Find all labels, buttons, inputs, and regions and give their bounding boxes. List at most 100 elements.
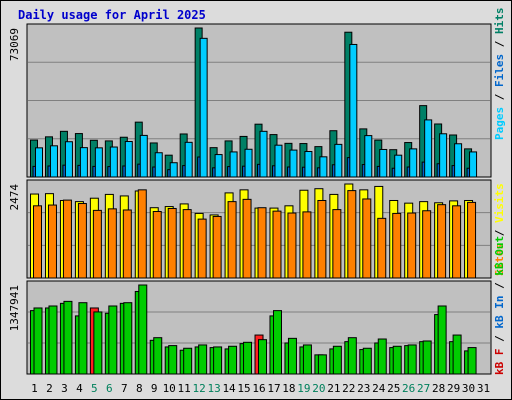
- pages-bar: [124, 141, 133, 178]
- day-label: 9: [151, 382, 158, 395]
- max-value-label: 1347941: [8, 285, 21, 331]
- legend-kb-out: kB Out: [493, 236, 506, 276]
- pages-bar: [259, 130, 268, 178]
- kb-out-bar: [228, 345, 238, 375]
- sites-bar: [392, 212, 402, 279]
- kb-out-bar: [467, 347, 477, 375]
- sites-bar: [467, 201, 477, 279]
- kb-out-bar: [347, 337, 357, 375]
- day-label: 29: [447, 382, 460, 395]
- kb-out-bar: [213, 346, 223, 375]
- sites-bar: [452, 205, 462, 279]
- sites-bar: [302, 211, 312, 279]
- sites-bar: [77, 203, 87, 279]
- kb-out-bar: [407, 344, 417, 375]
- day-label: 26: [402, 382, 415, 395]
- sites-bar: [33, 205, 42, 279]
- legend-hits-panel: Pages / Files / Hits: [493, 8, 506, 141]
- legend-visits-panel: Sites / Visits: [493, 183, 506, 276]
- sites-bar: [212, 215, 222, 279]
- legend-kb-in: kB In: [493, 296, 506, 329]
- kb-out-bar: [168, 345, 178, 375]
- kb-out-bar: [108, 305, 118, 375]
- kb-out-bar: [377, 338, 387, 375]
- kb-out-bar: [332, 345, 342, 375]
- day-label: 28: [432, 382, 445, 395]
- day-label: 4: [76, 382, 83, 395]
- kb-out-bar: [317, 354, 327, 375]
- legend-kbytes-panel: kB F / kB In / kB Out: [493, 236, 506, 375]
- pages-bar: [394, 154, 403, 178]
- sites-bar: [47, 204, 57, 279]
- sites-bar: [152, 211, 162, 279]
- day-label: 11: [178, 382, 191, 395]
- sites-bar: [257, 207, 267, 279]
- pages-bar: [244, 148, 253, 178]
- pages-bar: [304, 151, 313, 178]
- day-label: 30: [462, 382, 475, 395]
- legend-sites: Sites: [493, 243, 506, 276]
- sites-bar: [137, 189, 147, 279]
- pages-bar: [154, 152, 163, 178]
- day-label: 17: [267, 382, 280, 395]
- day-label: 7: [121, 382, 128, 395]
- sites-bar: [62, 199, 72, 279]
- day-label: 5: [91, 382, 98, 395]
- day-label: 24: [372, 382, 386, 395]
- pages-bar: [64, 141, 73, 178]
- chart-title: Daily usage for April 2025: [18, 8, 206, 22]
- day-label: 13: [207, 382, 220, 395]
- kb-out-bar: [392, 345, 402, 375]
- sites-bar: [92, 209, 102, 279]
- sites-bar: [107, 208, 117, 279]
- legend-pages: Pages: [493, 107, 506, 140]
- kb-out-bar: [302, 344, 312, 375]
- sites-bar: [407, 212, 417, 279]
- kb-out-bar: [63, 300, 73, 375]
- sites-bar: [122, 209, 132, 279]
- kb-out-bar: [123, 302, 133, 375]
- pages-bar: [229, 151, 238, 178]
- day-label: 1: [31, 382, 38, 395]
- pages-bar: [184, 141, 193, 178]
- kb-out-bar: [272, 310, 282, 375]
- pages-bar: [139, 134, 148, 178]
- kb-out-bar: [78, 302, 88, 375]
- pages-bar: [35, 147, 43, 178]
- pages-bar: [364, 135, 373, 178]
- pages-bar: [409, 148, 418, 178]
- sites-bar: [377, 217, 387, 279]
- sites-bar: [362, 198, 372, 279]
- pages-bar: [334, 143, 343, 178]
- pages-bar: [109, 146, 118, 178]
- day-label: 3: [61, 382, 68, 395]
- kb-out-bar: [287, 337, 297, 375]
- day-label: 23: [357, 382, 370, 395]
- kb-out-bar: [153, 337, 163, 375]
- sites-bar: [182, 209, 192, 279]
- day-label: 31: [477, 382, 490, 395]
- kb-out-bar: [258, 339, 268, 375]
- kb-out-bar: [198, 344, 208, 375]
- day-label: 20: [312, 382, 325, 395]
- day-label: 21: [327, 382, 340, 395]
- pages-bar: [199, 37, 208, 178]
- day-label: 6: [106, 382, 113, 395]
- pages-bar: [274, 144, 283, 178]
- day-label: 15: [237, 382, 250, 395]
- pages-bar: [349, 43, 358, 178]
- max-value-label: 73069: [8, 28, 21, 61]
- kb-out-bar: [48, 305, 58, 375]
- day-label: 25: [387, 382, 400, 395]
- pages-bar: [94, 147, 103, 178]
- legend-visits: Visits: [493, 183, 506, 223]
- sites-bar: [272, 210, 282, 279]
- kb-out-bar: [452, 334, 462, 375]
- legend-files: Files: [493, 54, 506, 87]
- sites-bar: [227, 201, 237, 279]
- sites-bar: [422, 210, 432, 279]
- sites-bar: [317, 199, 327, 279]
- kb-out-bar: [138, 284, 148, 375]
- pages-bar: [214, 154, 223, 178]
